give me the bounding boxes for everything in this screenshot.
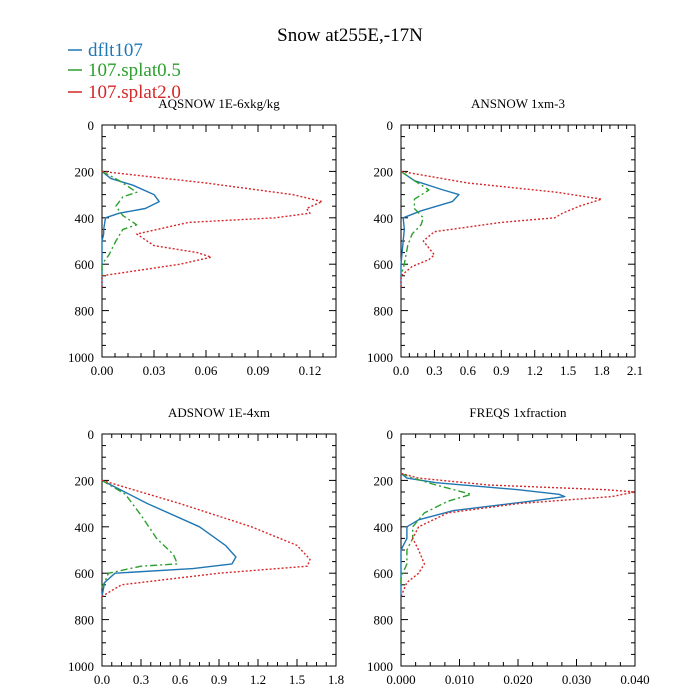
y-tick-label: 600 <box>374 257 394 272</box>
y-tick-label: 800 <box>75 304 95 319</box>
x-tick-label: 0.010 <box>445 672 474 687</box>
y-tick-label: 1000 <box>367 350 393 365</box>
series-line-107.splat2.0 <box>400 170 603 288</box>
x-tick-label: 0.06 <box>195 363 218 378</box>
x-tick-label: 1.8 <box>593 363 609 378</box>
series-line-107.splat0.5 <box>400 472 472 588</box>
panels: AQSNOW 1E-6xkg/kg0.00 0.03 0.06 0.09 0.12020… <box>68 96 650 687</box>
chart-panel-3: ADSNOW 1E-4xm 0.0 0.3 0.6 0.9 1.2 1.5 1.8 0 200 40… <box>68 405 344 687</box>
axes-frame <box>101 433 337 667</box>
x-tick-label: 0.9 <box>211 672 227 687</box>
x-tick-label: 0.6 <box>460 363 477 378</box>
y-tick-label: 600 <box>374 566 394 581</box>
series-line-107.splat2.0 <box>101 170 323 288</box>
series-line-107.splat0.5 <box>101 170 138 276</box>
series-line-dflt107 <box>400 472 566 597</box>
y-tick-label: 0 <box>387 118 394 133</box>
y-tick-label: 200 <box>75 473 95 488</box>
x-tick-label: 0.000 <box>386 672 415 687</box>
x-tick-label: 0.03 <box>143 363 166 378</box>
y-tick-label: 600 <box>75 257 95 272</box>
y-tick-label: 200 <box>75 164 95 179</box>
y-tick-label: 400 <box>75 520 95 535</box>
axes-frame <box>400 433 636 667</box>
x-tick-label: 1.8 <box>328 672 344 687</box>
chart-panel-2: ANSNOW 1xm-3 0.0 0.3 0.6 0.9 1.2 1.5 1.8 2.1 0 200… <box>367 96 643 378</box>
x-tick-label: 0.3 <box>133 672 149 687</box>
y-tick-label: 800 <box>75 613 95 628</box>
x-tick-label: 0.9 <box>493 363 509 378</box>
panel-title: AQSNOW 1E-6xkg/kg <box>158 96 280 111</box>
x-tick-label: 0.040 <box>620 672 649 687</box>
x-tick-label: 0.09 <box>247 363 270 378</box>
series-line-dflt107 <box>400 170 460 288</box>
chart-panel-1: AQSNOW 1E-6xkg/kg 0.00 0.03 0.06 0.09 0.12 0 20… <box>68 96 337 378</box>
x-tick-label: 0.020 <box>503 672 532 687</box>
legend-label: 107.splat0.5 <box>88 60 181 81</box>
y-tick-label: 400 <box>75 211 95 226</box>
x-tick-label: 1.2 <box>250 672 266 687</box>
x-tick-label: 1.5 <box>289 672 305 687</box>
series-line-dflt107 <box>101 479 237 597</box>
x-tick-label: 0.030 <box>562 672 591 687</box>
x-tick-label: 0.12 <box>299 363 322 378</box>
y-tick-label: 200 <box>374 473 394 488</box>
x-tick-label: 0.6 <box>172 672 189 687</box>
y-tick-label: 400 <box>374 520 394 535</box>
y-tick-label: 800 <box>374 613 394 628</box>
panel-title: ADSNOW 1E-4xm <box>168 405 270 420</box>
axes-frame <box>101 124 337 358</box>
y-tick-label: 0 <box>88 427 95 442</box>
chart-panel-4: FREQS 1xfraction 0.000 0.010 0.020 0.030 0.04… <box>367 405 650 687</box>
x-tick-label: 1.5 <box>560 363 576 378</box>
y-tick-label: 1000 <box>68 659 94 674</box>
x-tick-label: 0.00 <box>91 363 114 378</box>
panel-title: FREQS 1xfraction <box>469 405 567 420</box>
x-tick-label: 1.2 <box>527 363 543 378</box>
axes-frame <box>400 124 636 358</box>
y-tick-label: 200 <box>374 164 394 179</box>
panel-title: ANSNOW 1xm-3 <box>471 96 565 111</box>
series-line-107.splat0.5 <box>400 170 430 276</box>
y-tick-label: 1000 <box>367 659 393 674</box>
legend-label: 107.splat2.0 <box>88 82 181 103</box>
y-tick-label: 0 <box>88 118 95 133</box>
legend-label: dflt107 <box>88 40 143 61</box>
x-tick-label: 0.0 <box>94 672 110 687</box>
series-line-107.splat2.0 <box>101 479 311 598</box>
y-tick-label: 800 <box>374 304 394 319</box>
x-tick-label: 0.0 <box>393 363 409 378</box>
y-tick-label: 0 <box>387 427 394 442</box>
y-tick-label: 400 <box>374 211 394 226</box>
x-tick-label: 0.3 <box>426 363 442 378</box>
series-line-107.splat0.5 <box>101 479 179 588</box>
series-line-dflt107 <box>101 170 160 288</box>
series-line-107.splat2.0 <box>400 472 636 597</box>
figure-title: Snow at255E,-17N <box>277 25 423 46</box>
x-tick-label: 2.1 <box>627 363 643 378</box>
y-tick-label: 600 <box>75 566 95 581</box>
y-tick-label: 1000 <box>68 350 94 365</box>
